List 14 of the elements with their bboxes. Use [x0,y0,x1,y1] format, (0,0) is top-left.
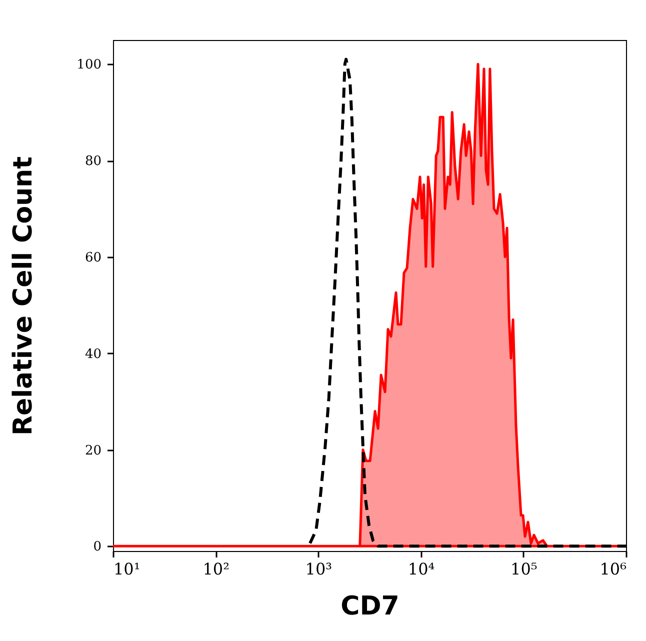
y-tick-label: 40 [84,346,102,362]
y-tick-label: 60 [84,250,102,266]
x-tick-label: 10³ [305,560,332,578]
y-tick-label: 80 [84,154,102,170]
x-tick-label: 10⁶ [600,560,626,578]
y-tick-label: 0 [93,540,102,555]
y-axis-title: Relative Cell Count [8,156,39,436]
x-tick-label: 10⁵ [510,560,538,578]
y-tick-label: 20 [84,443,102,458]
x-tick-label: 10⁴ [408,560,435,578]
x-tick-label: 10¹ [114,560,140,578]
x-tick-label: 10² [202,560,230,578]
x-axis-title: CD7 [340,592,400,622]
y-tick-label: 100 [76,58,102,73]
